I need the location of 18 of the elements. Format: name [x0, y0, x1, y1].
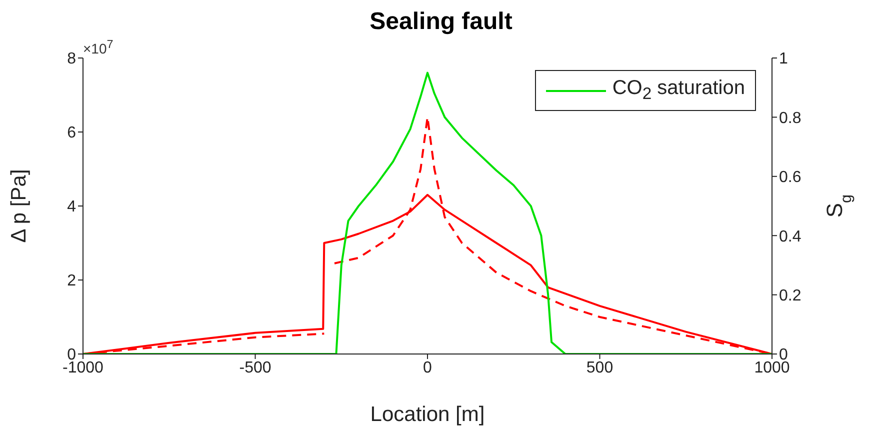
x-tick-label: -1000	[62, 359, 104, 376]
y-tick-label: 8	[67, 50, 76, 68]
y2-tick-label: 0.8	[779, 110, 802, 127]
x-tick-label: 500	[586, 359, 614, 376]
y-axis-title: Δ p [Pa]	[7, 169, 30, 243]
x-axis-title: Location [m]	[370, 403, 485, 426]
legend-label: CO$_{2}$ saturation	[612, 77, 745, 104]
x-tick-label: 0	[423, 359, 432, 376]
text: ×10$^{7}$	[83, 38, 114, 57]
y2-tick-label: 0.2	[779, 287, 802, 304]
y2-tick-label: 0.6	[779, 169, 802, 186]
x-tick-label: -500	[239, 359, 272, 376]
y2-tick-label: 1	[779, 50, 788, 68]
y-tick-label: 2	[67, 272, 76, 290]
y-tick-label: 6	[67, 124, 76, 142]
chart-title: Sealing fault	[368, 8, 514, 36]
y-tick-label: 4	[67, 198, 76, 216]
y2-tick-label: 0.4	[779, 228, 802, 246]
